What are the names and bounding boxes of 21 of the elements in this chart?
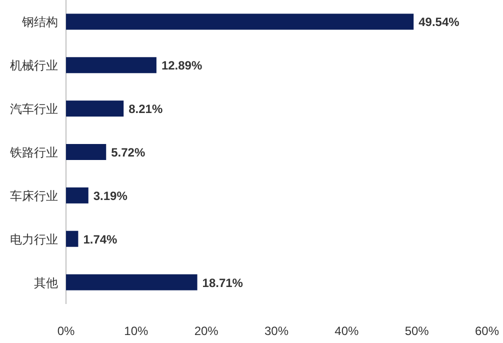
y-tick-label: 铁路行业	[9, 146, 58, 160]
data-label: 5.72%	[111, 146, 146, 160]
x-tick-label: 30%	[264, 324, 289, 338]
data-label: 8.21%	[128, 102, 163, 116]
x-tick-label: 20%	[194, 324, 219, 338]
y-tick-label: 其他	[34, 276, 58, 290]
data-label: 3.19%	[93, 188, 128, 203]
y-tick-label: 车床行业	[10, 188, 58, 203]
x-tick-label: 60%	[474, 324, 500, 338]
data-label: 12.89%	[161, 58, 202, 73]
x-tick-label: 40%	[334, 324, 359, 338]
y-tick-label: 机械行业	[10, 58, 58, 73]
data-label: 49.54%	[418, 15, 460, 30]
x-tick-label: 50%	[404, 324, 430, 338]
data-label: 18.71%	[202, 276, 244, 290]
x-tick-label: 0%	[57, 324, 75, 338]
y-tick-label: 汽车行业	[10, 102, 58, 116]
y-tick-label: 钢结构	[21, 15, 58, 30]
x-tick-label: 10%	[124, 324, 148, 338]
y-tick-label: 电力行业	[10, 232, 58, 246]
data-label: 1.74%	[83, 232, 118, 246]
